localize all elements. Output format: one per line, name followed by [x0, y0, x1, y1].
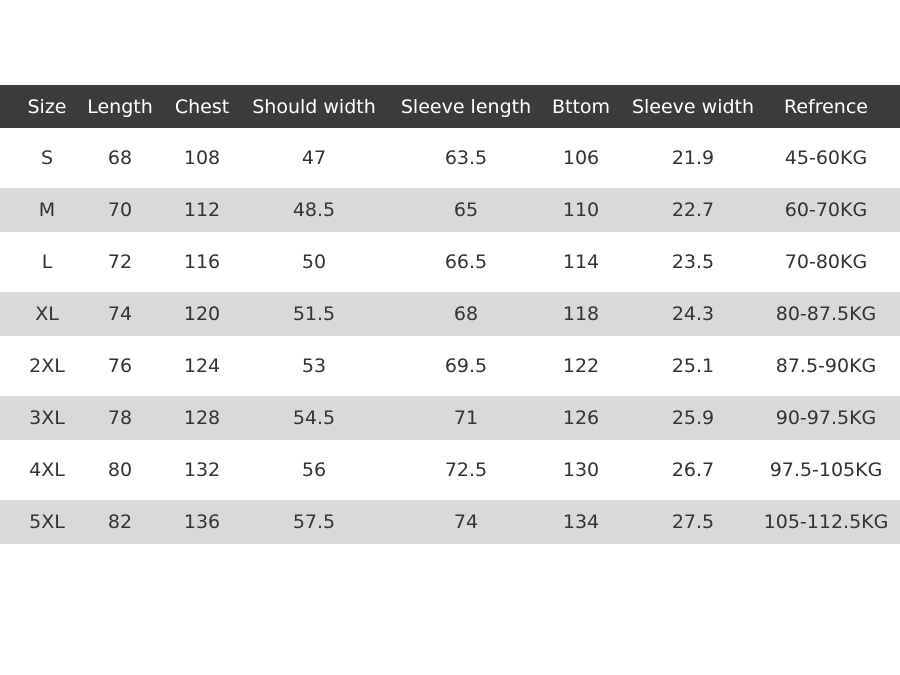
table-cell: 124 [183, 355, 221, 377]
table-cell: 50 [301, 251, 327, 273]
table-cell: 105-112.5KG [763, 511, 889, 533]
header-cell: Refrence [784, 95, 868, 118]
table-cell: 57.5 [292, 511, 336, 533]
table-cell: 80-87.5KG [775, 303, 877, 325]
table-cell: 3XL [29, 407, 65, 429]
table-cell: 47 [301, 147, 327, 169]
table-cell: 53 [301, 355, 327, 377]
header-cell: Sleeve length [400, 95, 532, 118]
table-cell: 90-97.5KG [775, 407, 877, 429]
table-cell: 71 [453, 407, 479, 429]
header-row [0, 85, 900, 128]
row-band [0, 500, 900, 544]
table-cell: 118 [562, 303, 600, 325]
table-cell: 48.5 [292, 199, 336, 221]
table-cell: 72.5 [444, 459, 488, 481]
header-cell: Size [27, 95, 67, 118]
table-cell: 2XL [29, 355, 65, 377]
table-cell: 4XL [29, 459, 65, 481]
table-cell: 51.5 [292, 303, 336, 325]
header-cell: Chest [174, 95, 230, 118]
table-cell: L [41, 251, 53, 273]
table-cell: 21.9 [671, 147, 715, 169]
table-cell: 66.5 [444, 251, 488, 273]
table-cell: 26.7 [671, 459, 715, 481]
table-cell: 25.1 [671, 355, 715, 377]
row-band [0, 292, 900, 336]
table-cell: M [38, 199, 56, 221]
header-cell: Bttom [551, 95, 611, 118]
row-band [0, 188, 900, 232]
table-cell: 70-80KG [784, 251, 868, 273]
table-cell: 72 [107, 251, 133, 273]
table-cell: 24.3 [671, 303, 715, 325]
table-cell: XL [35, 303, 59, 325]
header-cell: Sleeve width [631, 95, 755, 118]
table-cell: 65 [453, 199, 479, 221]
table-cell: 132 [183, 459, 221, 481]
table-cell: 120 [183, 303, 221, 325]
table-cell: 68 [453, 303, 479, 325]
table-cell: 78 [107, 407, 133, 429]
table-cell: 97.5-105KG [769, 459, 883, 481]
table-cell: 122 [562, 355, 600, 377]
header-cell: Length [87, 95, 153, 118]
table-cell: S [40, 147, 54, 169]
table-cell: 5XL [29, 511, 65, 533]
table-cell: 134 [562, 511, 600, 533]
table-cell: 82 [107, 511, 133, 533]
table-cell: 63.5 [444, 147, 488, 169]
table-cell: 23.5 [671, 251, 715, 273]
table-cell: 74 [107, 303, 133, 325]
header-cell: Should width [252, 95, 376, 118]
table-cell: 128 [183, 407, 221, 429]
table-cell: 69.5 [444, 355, 488, 377]
table-cell: 114 [562, 251, 600, 273]
table-cell: 54.5 [292, 407, 336, 429]
table-cell: 108 [183, 147, 221, 169]
table-cell: 25.9 [671, 407, 715, 429]
table-cell: 126 [562, 407, 600, 429]
table-cell: 74 [453, 511, 479, 533]
table-cell: 68 [107, 147, 133, 169]
table-cell: 80 [107, 459, 133, 481]
row-band [0, 396, 900, 440]
table-cell: 87.5-90KG [775, 355, 877, 377]
table-cell: 70 [107, 199, 133, 221]
table-cell: 22.7 [671, 199, 715, 221]
table-cell: 136 [183, 511, 221, 533]
table-cell: 116 [183, 251, 221, 273]
table-cell: 45-60KG [784, 147, 868, 169]
table-cell: 110 [562, 199, 600, 221]
table-cell: 112 [183, 199, 221, 221]
table-cell: 76 [107, 355, 133, 377]
table-cell: 56 [301, 459, 327, 481]
table-cell: 130 [562, 459, 600, 481]
table-cell: 27.5 [671, 511, 715, 533]
table-cell: 60-70KG [784, 199, 868, 221]
table-cell: 106 [562, 147, 600, 169]
